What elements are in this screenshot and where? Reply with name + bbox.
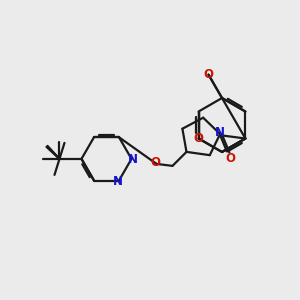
Text: N: N	[113, 175, 123, 188]
Text: O: O	[203, 68, 214, 81]
Text: O: O	[225, 152, 236, 165]
Text: O: O	[151, 156, 160, 170]
Text: N: N	[128, 153, 137, 167]
Text: O: O	[194, 132, 204, 145]
Text: N: N	[215, 125, 225, 139]
